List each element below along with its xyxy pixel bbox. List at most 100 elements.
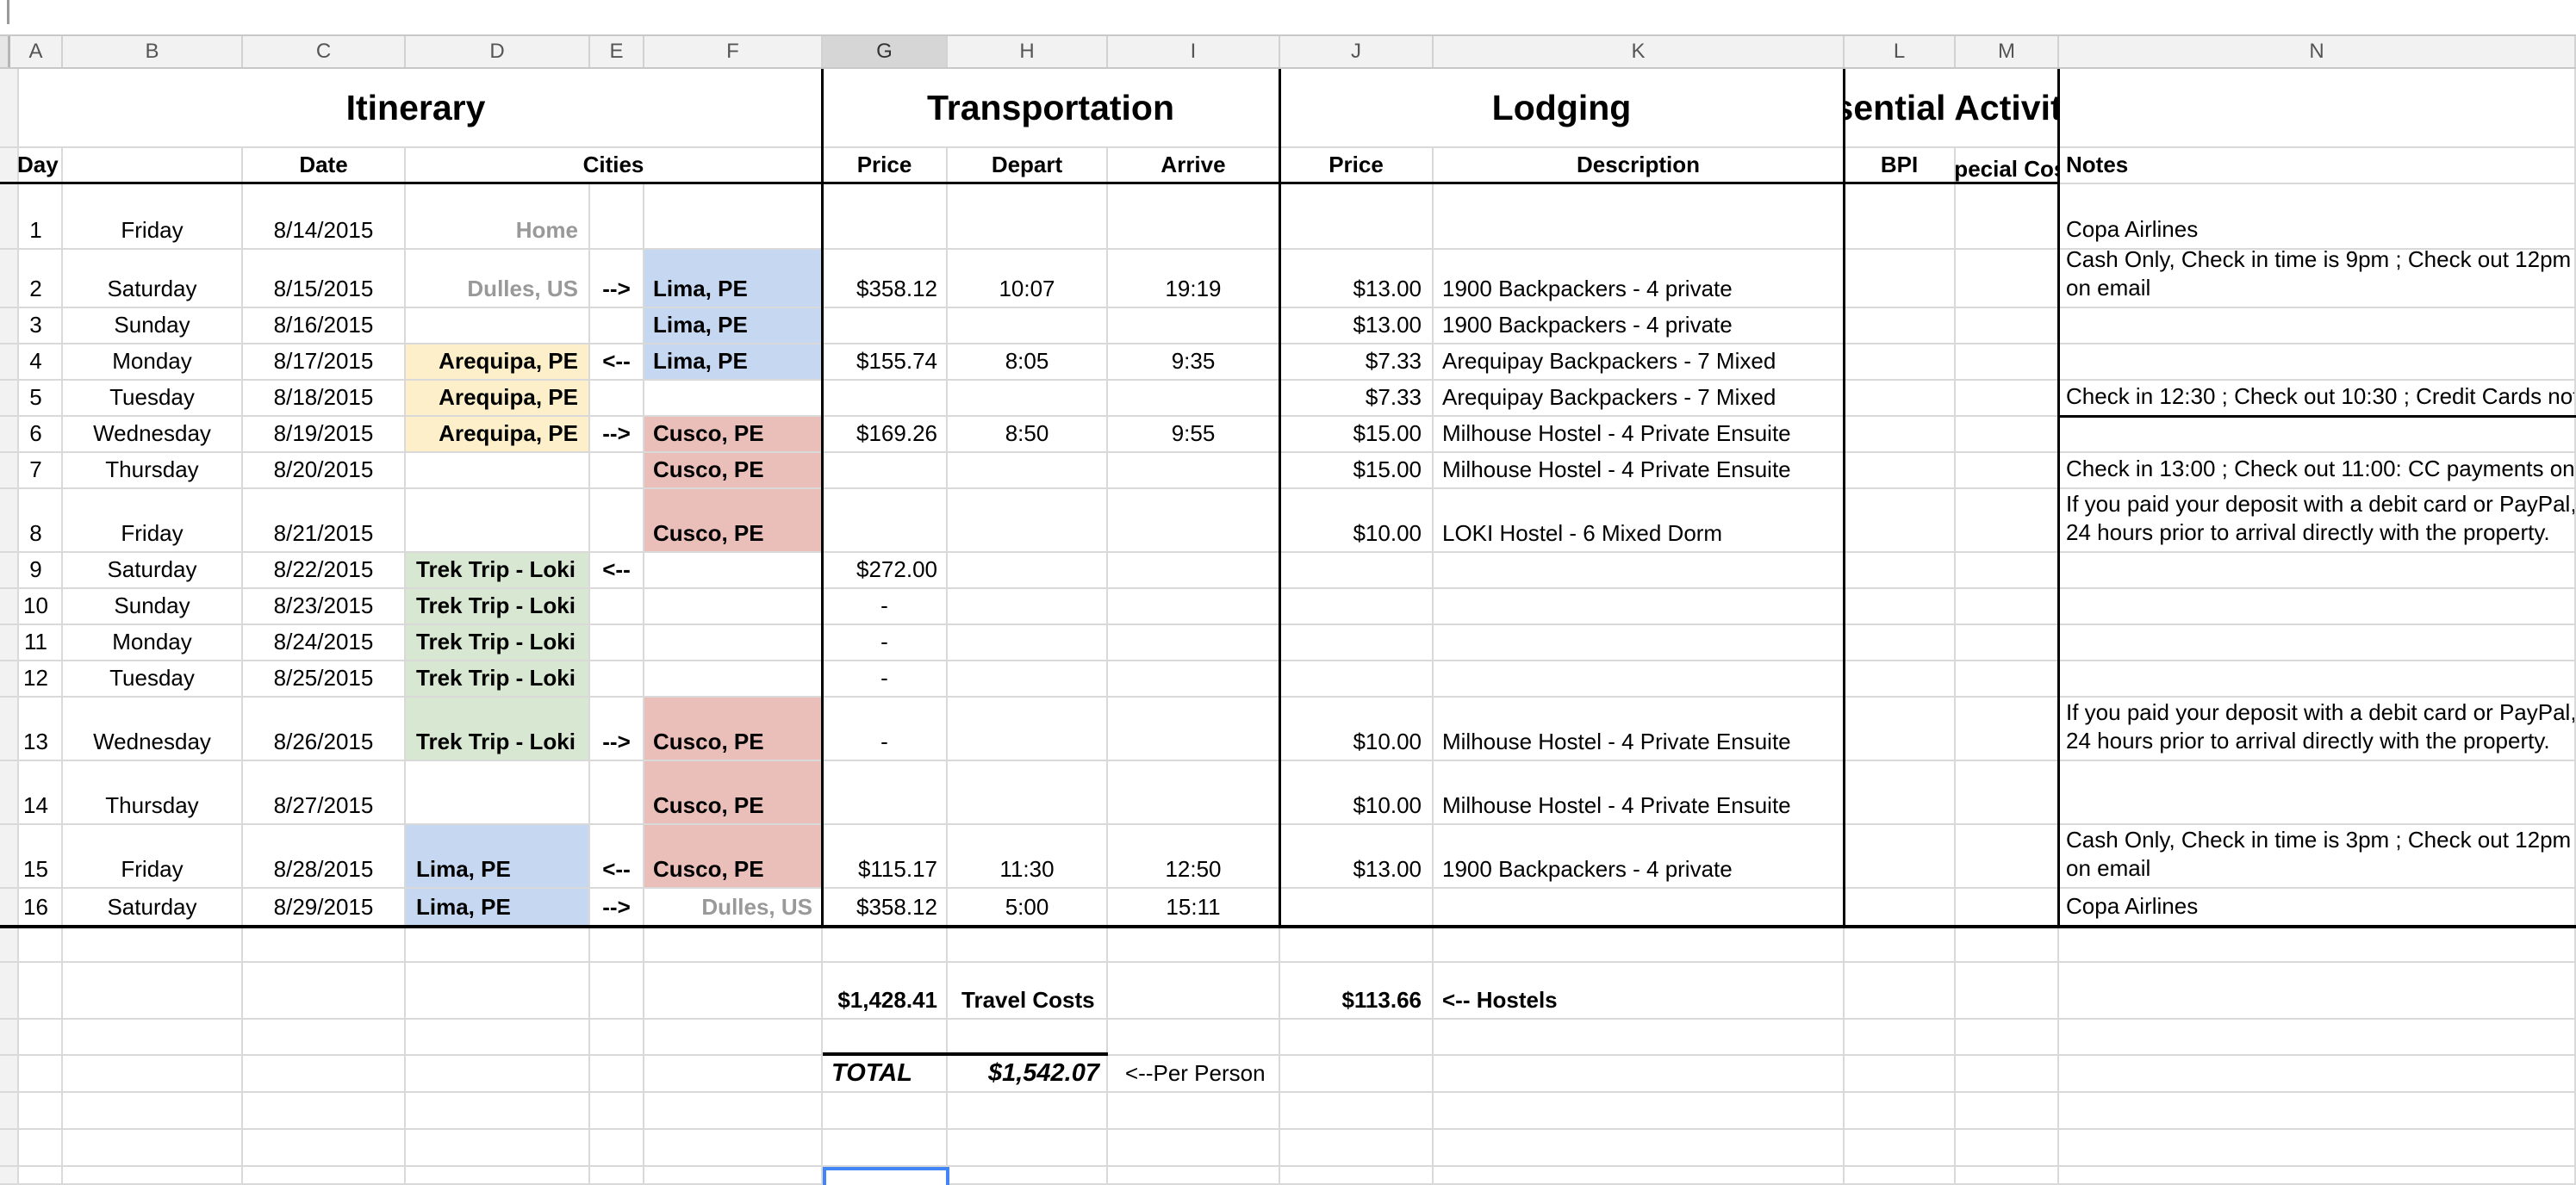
column-header-N[interactable]: N: [2059, 36, 2576, 67]
empty-cell[interactable]: [1845, 1130, 1956, 1167]
empty-cell[interactable]: [1108, 963, 1280, 1020]
lodging-price[interactable]: [1280, 589, 1434, 625]
empty-cell[interactable]: [590, 1020, 644, 1056]
city-to[interactable]: Lima, PE: [644, 344, 823, 381]
date[interactable]: 8/28/2015: [243, 825, 406, 889]
arrive-time[interactable]: [1108, 589, 1280, 625]
column-header-G[interactable]: G: [823, 36, 948, 67]
header-b-empty[interactable]: [63, 148, 243, 184]
header-transport-price[interactable]: Price: [823, 148, 948, 184]
day-number[interactable]: 2: [10, 250, 63, 308]
day-number[interactable]: 10: [10, 589, 63, 625]
lodging-description[interactable]: 1900 Backpackers - 4 private: [1434, 308, 1845, 344]
note-cell[interactable]: [2059, 553, 2576, 589]
transport-price[interactable]: $115.17: [823, 825, 948, 889]
note-cell[interactable]: If you paid your deposit with a debit ca…: [2059, 698, 2576, 761]
empty-cell[interactable]: [1108, 1130, 1280, 1167]
date[interactable]: 8/15/2015: [243, 250, 406, 308]
empty-cell[interactable]: [243, 1093, 406, 1130]
weekday[interactable]: Monday: [63, 344, 243, 381]
empty-cell[interactable]: [1845, 1093, 1956, 1130]
date[interactable]: 8/18/2015: [243, 381, 406, 417]
special-cost-cell[interactable]: [1956, 453, 2059, 489]
lodging-description[interactable]: [1434, 553, 1845, 589]
cell-title-N[interactable]: [2059, 69, 2576, 148]
depart-time[interactable]: 11:30: [948, 825, 1108, 889]
per-person-label[interactable]: <--Per Person: [1108, 1056, 1280, 1093]
empty-cell[interactable]: [1434, 1020, 1845, 1056]
special-cost-cell[interactable]: [1956, 489, 2059, 553]
note-cell[interactable]: Copa Airlines: [2059, 184, 2576, 250]
lodging-description[interactable]: LOKI Hostel - 6 Mixed Dorm: [1434, 489, 1845, 553]
direction-arrow[interactable]: [590, 761, 644, 825]
header-cities[interactable]: Cities: [406, 148, 823, 184]
column-header-B[interactable]: B: [63, 36, 243, 67]
empty-cell[interactable]: [2059, 1093, 2576, 1130]
city-from[interactable]: Trek Trip - Loki: [406, 625, 590, 661]
date[interactable]: 8/21/2015: [243, 489, 406, 553]
header-special-cost-clipped[interactable]: Special Cost: [1956, 148, 2059, 184]
transport-price[interactable]: [823, 453, 948, 489]
note-cell[interactable]: [2059, 589, 2576, 625]
lodging-price[interactable]: [1280, 625, 1434, 661]
day-number[interactable]: 11: [10, 625, 63, 661]
empty-cell[interactable]: [1108, 1093, 1280, 1130]
empty-cell[interactable]: [243, 1130, 406, 1167]
bpi-cell[interactable]: [1845, 698, 1956, 761]
empty-cell[interactable]: [1845, 963, 1956, 1020]
date[interactable]: 8/19/2015: [243, 417, 406, 453]
empty-cell[interactable]: [1956, 963, 2059, 1020]
lodging-description[interactable]: [1434, 184, 1845, 250]
day-number[interactable]: 7: [10, 453, 63, 489]
empty-cell[interactable]: [1434, 1056, 1845, 1093]
column-header-I[interactable]: I: [1108, 36, 1280, 67]
empty-cell[interactable]: [2059, 1020, 2576, 1056]
lodging-description[interactable]: 1900 Backpackers - 4 private: [1434, 825, 1845, 889]
empty-cell[interactable]: [10, 1020, 63, 1056]
weekday[interactable]: Friday: [63, 184, 243, 250]
empty-cell[interactable]: [948, 1130, 1108, 1167]
day-number[interactable]: 9: [10, 553, 63, 589]
empty-cell[interactable]: [2059, 1056, 2576, 1093]
note-cell[interactable]: Cash Only, Check in time is 3pm ; Check …: [2059, 825, 2576, 889]
date[interactable]: 8/14/2015: [243, 184, 406, 250]
arrive-time[interactable]: [1108, 625, 1280, 661]
date[interactable]: 8/29/2015: [243, 889, 406, 927]
empty-cell[interactable]: [2059, 1130, 2576, 1167]
empty-cell[interactable]: [1108, 1167, 1280, 1185]
city-from[interactable]: Arequipa, PE: [406, 344, 590, 381]
empty-cell[interactable]: [644, 1167, 823, 1185]
empty-cell[interactable]: [1956, 927, 2059, 963]
bpi-cell[interactable]: [1845, 250, 1956, 308]
direction-arrow[interactable]: -->: [590, 250, 644, 308]
empty-cell[interactable]: [823, 1020, 948, 1056]
arrive-time[interactable]: 9:35: [1108, 344, 1280, 381]
special-cost-cell[interactable]: [1956, 553, 2059, 589]
date[interactable]: 8/22/2015: [243, 553, 406, 589]
weekday[interactable]: Thursday: [63, 761, 243, 825]
city-from[interactable]: [406, 761, 590, 825]
empty-cell[interactable]: [1956, 1056, 2059, 1093]
date[interactable]: 8/23/2015: [243, 589, 406, 625]
arrive-time[interactable]: 12:50: [1108, 825, 1280, 889]
note-cell[interactable]: Cash Only, Check in time is 9pm ; Check …: [2059, 250, 2576, 308]
empty-cell[interactable]: [1956, 1167, 2059, 1185]
bpi-cell[interactable]: [1845, 625, 1956, 661]
header-arrive[interactable]: Arrive: [1108, 148, 1280, 184]
empty-cell[interactable]: [1280, 1056, 1434, 1093]
hostels-total-value[interactable]: $113.66: [1280, 963, 1434, 1020]
itinerary-section-title[interactable]: Itinerary: [10, 69, 823, 148]
empty-cell[interactable]: [243, 1056, 406, 1093]
day-number[interactable]: 8: [10, 489, 63, 553]
total-value[interactable]: $1,542.07: [948, 1056, 1108, 1093]
travel-costs-value[interactable]: $1,428.41: [823, 963, 948, 1020]
depart-time[interactable]: 8:50: [948, 417, 1108, 453]
lodging-price[interactable]: [1280, 553, 1434, 589]
empty-cell[interactable]: [63, 1020, 243, 1056]
corner-box[interactable]: [0, 36, 10, 67]
note-cell[interactable]: Check in 13:00 ; Check out 11:00: CC pay…: [2059, 453, 2576, 489]
transport-price[interactable]: -: [823, 698, 948, 761]
empty-cell[interactable]: [1434, 927, 1845, 963]
depart-time[interactable]: 8:05: [948, 344, 1108, 381]
day-number[interactable]: 6: [10, 417, 63, 453]
